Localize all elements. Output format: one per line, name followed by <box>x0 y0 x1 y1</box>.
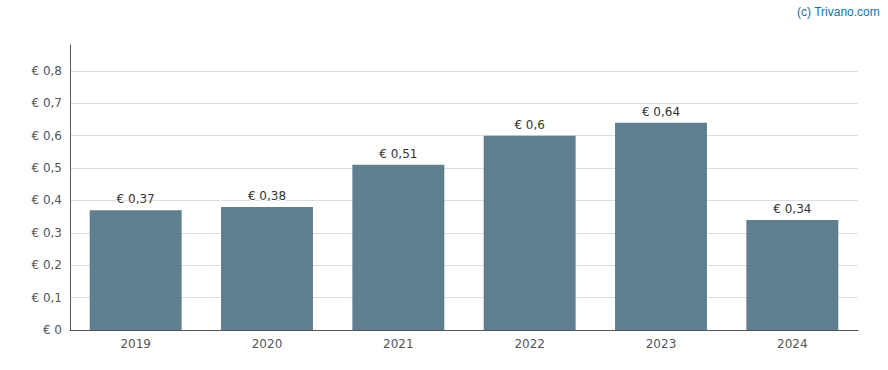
svg-text:€ 0: € 0 <box>43 323 62 337</box>
svg-text:€ 0,38: € 0,38 <box>248 189 286 203</box>
svg-text:€ 0,34: € 0,34 <box>773 202 811 216</box>
svg-text:€ 0,1: € 0,1 <box>31 291 62 305</box>
svg-text:2024: 2024 <box>777 337 808 351</box>
svg-text:€ 0,3: € 0,3 <box>31 226 62 240</box>
svg-text:€ 0,4: € 0,4 <box>31 193 62 207</box>
svg-text:€ 0,7: € 0,7 <box>31 96 62 110</box>
svg-text:€ 0,51: € 0,51 <box>379 147 417 161</box>
svg-text:€ 0,2: € 0,2 <box>31 258 62 272</box>
svg-text:€ 0,8: € 0,8 <box>31 64 62 78</box>
svg-text:2022: 2022 <box>514 337 545 351</box>
svg-text:(c) Trivano.com: (c) Trivano.com <box>797 5 880 19</box>
svg-text:2021: 2021 <box>383 337 414 351</box>
svg-text:2019: 2019 <box>120 337 151 351</box>
svg-text:2023: 2023 <box>646 337 677 351</box>
svg-text:€ 0,64: € 0,64 <box>642 105 680 119</box>
svg-text:€ 0,6: € 0,6 <box>514 118 545 132</box>
svg-text:€ 0,5: € 0,5 <box>31 161 62 175</box>
svg-text:2020: 2020 <box>252 337 283 351</box>
svg-text:€ 0,6: € 0,6 <box>31 129 62 143</box>
svg-text:€ 0,37: € 0,37 <box>117 192 155 206</box>
